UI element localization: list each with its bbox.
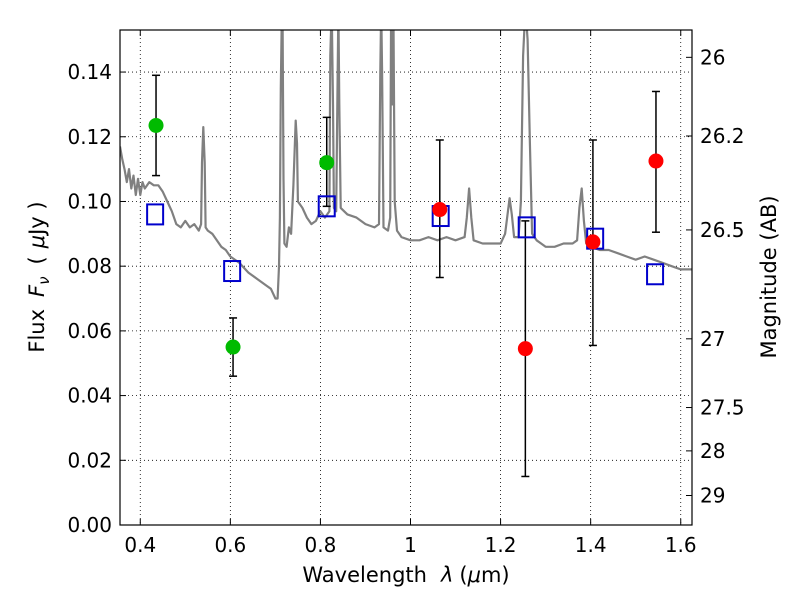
red-data-point (517, 341, 533, 357)
model-spectrum-layer (120, 30, 692, 300)
y2-tick-label: 27 (700, 327, 725, 351)
errorbars-layer (152, 74, 660, 478)
y2-tick-label: 28 (700, 439, 725, 463)
y-tick-label: 0.02 (67, 448, 112, 472)
model-spectrum-line (120, 30, 692, 300)
x-tick-label: 0.8 (305, 533, 337, 557)
y-tick-label: 0.04 (67, 384, 112, 408)
y-tick-label: 0.06 (67, 319, 112, 343)
y2-tick-label: 26.2 (700, 124, 745, 148)
model-photometry-square (646, 263, 665, 286)
red-data-point (585, 234, 601, 250)
x-tick-label: 1 (404, 533, 417, 557)
model-photometry-square (146, 203, 165, 226)
axis-ticks: 0.4 0.6 0.8 1 1.2 1.4 1.6 0.00 0.02 0.04 0.06 0.08 0… (67, 30, 745, 557)
model-photometry-square (223, 260, 242, 283)
plot-frame (119, 29, 693, 526)
x-tick-label: 1.4 (575, 533, 607, 557)
x-tick-label: 1.2 (485, 533, 517, 557)
x-tick-label: 0.6 (214, 533, 246, 557)
grid-lines (120, 30, 692, 525)
y-axis-label: FluxFν(μJy ) (25, 201, 53, 352)
y2-tick-label: 26.5 (700, 218, 745, 242)
y-tick-label: 0.10 (67, 189, 112, 213)
model-photometry-square (317, 195, 336, 218)
x-axis-label: Wavelength λ (μm) (302, 563, 509, 587)
y-tick-label: 0.00 (67, 513, 112, 537)
red-data-point (432, 202, 448, 218)
points-layer (146, 117, 665, 357)
red-data-point (648, 153, 664, 169)
model-photometry-square (517, 216, 536, 239)
y-tick-label: 0.08 (67, 254, 112, 278)
green-data-point (148, 117, 164, 133)
y2-axis-label: Magnitude (AB) (757, 195, 781, 358)
x-tick-label: 0.4 (124, 533, 156, 557)
x-tick-label: 1.6 (665, 533, 697, 557)
green-data-point (319, 155, 335, 171)
green-data-point (225, 339, 241, 355)
y2-tick-label: 27.5 (700, 396, 745, 420)
y-tick-label: 0.14 (67, 60, 112, 84)
y2-tick-label: 26 (700, 45, 725, 69)
y-tick-label: 0.12 (67, 125, 112, 149)
y2-tick-label: 29 (700, 483, 725, 507)
